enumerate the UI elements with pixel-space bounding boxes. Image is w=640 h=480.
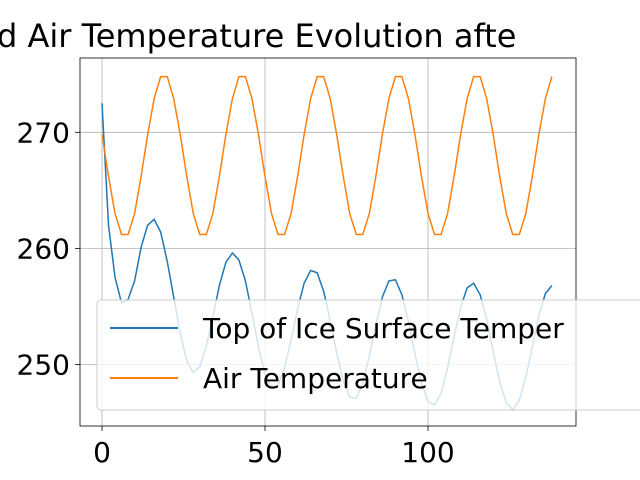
x-axis-label: Time (hr) xyxy=(263,476,393,480)
data-line xyxy=(101,75,553,236)
y-tick-label: 250 xyxy=(17,348,70,381)
legend-label: Top of Ice Surface Temper xyxy=(202,312,564,345)
legend-label: Air Temperature xyxy=(203,362,428,395)
plot-frame xyxy=(79,57,577,427)
legend-box xyxy=(96,299,640,411)
y-tick-label: 260 xyxy=(17,232,70,265)
x-tick-label: 100 xyxy=(401,436,454,469)
chart-title: d Air Temperature Evolution afte xyxy=(0,17,516,55)
y-tick-label: 270 xyxy=(17,116,70,149)
x-tick-label: 50 xyxy=(247,436,283,469)
x-tick-label: 0 xyxy=(93,436,111,469)
